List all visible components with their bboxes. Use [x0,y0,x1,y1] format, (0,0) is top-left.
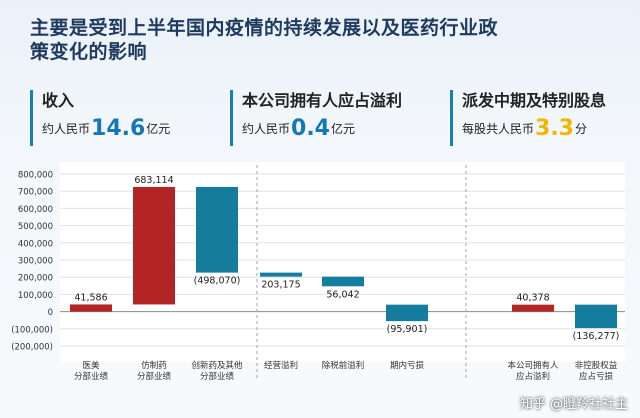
bar [196,186,238,273]
y-tick-label: 800,000 [18,171,53,181]
kpi-line: 约人民币0.4亿元 [242,118,432,140]
category-label: 仿制药 [141,360,167,371]
category-label: 分部业绩 [74,371,109,382]
y-axis-ticks: 800,000 700,000 600,000 500,000 400,000 300,0… [11,171,53,353]
kpi-value: 0.4 [291,116,330,141]
kpi-label: 派发中期及特别股息 [462,91,607,110]
bar [322,276,364,287]
bars-group [70,186,617,329]
data-label: 41,586 [74,292,107,303]
y-tick-label: 500,000 [18,222,53,232]
y-tick-label: 200,000 [18,274,53,284]
kpi-revenue: 收入 约人民币14.6亿元 [30,90,202,146]
category-label: 应占溢利 [516,371,550,382]
bar [70,304,112,312]
category-label: 经营溢利 [264,360,298,371]
bar [386,304,428,322]
kpi-prefix: 约人民币 [242,122,291,136]
category-label: 应占亏损 [579,371,614,382]
data-label: 56,042 [326,289,359,300]
y-tick-label: 400,000 [18,239,53,249]
data-labels: 41,586 683,114 (498,070) 203,175 56,042 (95,9… [74,175,619,342]
kpi-value: 14.6 [91,116,146,141]
y-tick-label: (200,000) [11,343,53,353]
y-tick-label: 0 [48,308,53,318]
kpi-profit: 本公司拥有人应占溢利 约人民币0.4亿元 [230,90,432,146]
data-label: 683,114 [134,175,173,186]
kpi-value: 3.3 [535,116,574,141]
y-tick-label: (100,000) [11,325,53,335]
data-label: (95,901) [387,324,428,335]
kpi-dividend: 派发中期及特别股息 每股共人民币3.3分 [450,90,637,146]
kpi-label: 本公司拥有人应占溢利 [242,91,403,110]
category-label: 分部业绩 [137,371,172,382]
kpi-prefix: 每股共人民币 [462,122,535,136]
watermark: 知乎 @瞪羚社社主 [519,397,628,412]
kpi-line: 约人民币14.6亿元 [42,118,202,140]
data-label: (498,070) [194,276,241,287]
category-label: 非控股权益 [575,360,618,371]
y-tick-label: 700,000 [18,188,53,198]
bar [575,304,617,329]
kpi-line: 每股共人民币3.3分 [462,118,637,140]
y-tick-label: 600,000 [18,205,53,215]
data-label: 40,378 [516,293,549,304]
kpi-unit: 分 [575,122,588,136]
category-label: 除税前溢利 [322,360,365,371]
category-label: 创新药及其他 [191,360,243,371]
bar [260,272,302,277]
category-label: 医美 [82,360,100,371]
data-label: 203,175 [261,280,300,291]
data-label: (136,277) [573,331,620,342]
bar [133,186,175,305]
bar [512,304,554,312]
kpi-label: 收入 [42,91,75,110]
category-label: 分部业绩 [200,371,235,382]
kpi-unit: 亿元 [331,122,356,136]
kpi-unit: 亿元 [146,122,171,136]
kpi-prefix: 约人民币 [42,122,91,136]
category-label: 本公司拥有人 [507,360,559,371]
category-label: 期内亏损 [390,360,425,371]
page-title: 主要是受到上半年国内疫情的持续发展以及医药行业政策变化的影响 [30,17,499,63]
y-tick-label: 300,000 [18,257,53,267]
y-tick-label: 100,000 [18,291,53,301]
